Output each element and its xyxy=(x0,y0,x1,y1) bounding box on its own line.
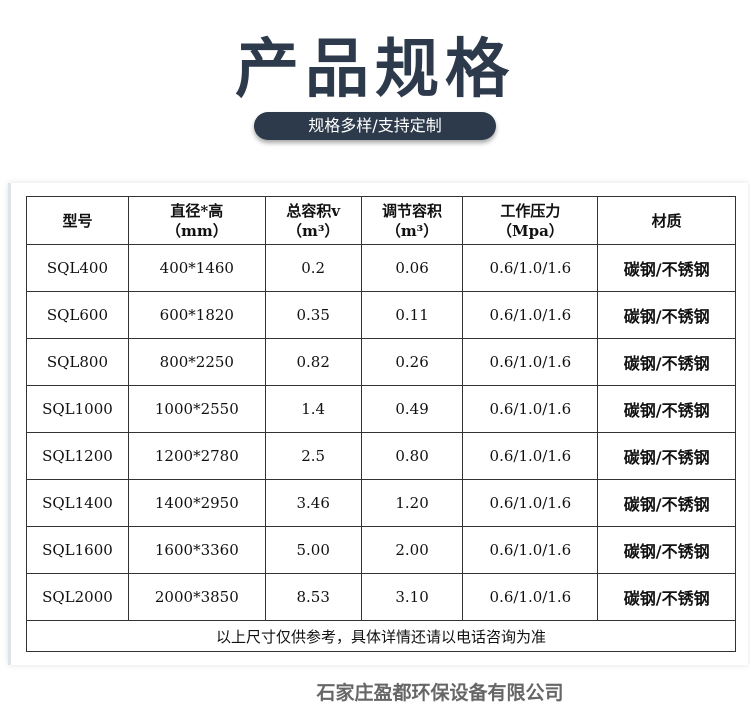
table-cell: 碳钢/不锈钢 xyxy=(597,526,736,574)
column-header: 调节容积 （m³） xyxy=(360,196,464,245)
table-cell: 0.6/1.0/1.6 xyxy=(462,432,599,480)
table-cell: 碳钢/不锈钢 xyxy=(597,385,736,433)
table-cell: SQL1200 xyxy=(26,432,129,480)
table-cell: 0.6/1.0/1.6 xyxy=(462,338,599,386)
table-cell: 0.80 xyxy=(360,432,464,480)
table-cell: 1200*2780 xyxy=(127,432,266,480)
table-row: SQL400 400*1460 0.2 0.06 0.6/1.0/1.6 碳钢/不锈钢 xyxy=(26,244,736,292)
table-row: SQL2000 2000*3850 8.53 3.10 0.6/1.0/1.6 碳钢/不锈… xyxy=(26,573,736,621)
table-cell: SQL800 xyxy=(26,338,129,386)
table-cell: 800*2250 xyxy=(127,338,266,386)
table-cell: SQL400 xyxy=(26,244,129,292)
column-header-label: 直径*高 xyxy=(170,201,224,220)
table-cell: 碳钢/不锈钢 xyxy=(597,338,736,386)
table-cell: 0.82 xyxy=(264,338,362,386)
table-cell: 600*1820 xyxy=(127,291,266,339)
column-header: 工作压力 （Mpa） xyxy=(462,196,599,245)
table-cell: 0.6/1.0/1.6 xyxy=(462,479,599,527)
table-row: SQL1000 1000*2550 1.4 0.49 0.6/1.0/1.6 碳钢/不锈钢 xyxy=(26,385,736,433)
table-row: SQL1400 1400*2950 3.46 1.20 0.6/1.0/1.6 碳钢/不锈… xyxy=(26,479,736,527)
column-header-label: 总容积v xyxy=(286,201,341,220)
table-cell: 0.49 xyxy=(360,385,464,433)
table-cell: 碳钢/不锈钢 xyxy=(597,432,736,480)
table-cell: 400*1460 xyxy=(127,244,266,292)
column-header-label: 材质 xyxy=(651,211,682,230)
table-cell: 3.10 xyxy=(360,573,464,621)
table-cell: 2.5 xyxy=(264,432,362,480)
table-cell: SQL2000 xyxy=(26,573,129,621)
table-cell: 1400*2950 xyxy=(127,479,266,527)
table-cell: 碳钢/不锈钢 xyxy=(597,573,736,621)
table-cell: 碳钢/不锈钢 xyxy=(597,244,736,292)
table-cell: 0.6/1.0/1.6 xyxy=(462,244,599,292)
table-cell: 1600*3360 xyxy=(127,526,266,574)
column-header-label: 工作压力 xyxy=(500,201,561,220)
column-header: 型号 xyxy=(26,196,129,245)
table-cell: SQL1000 xyxy=(26,385,129,433)
table-cell: 0.11 xyxy=(360,291,464,339)
table-cell: 3.46 xyxy=(264,479,362,527)
table-header-row: 型号 直径*高 （mm） 总容积v （m³） 调节容积 （m³） 工作压力 （Mpa） 材质 xyxy=(26,196,736,245)
table-cell: 碳钢/不锈钢 xyxy=(597,479,736,527)
column-header: 总容积v （m³） xyxy=(264,196,362,245)
column-header-unit: （m³） xyxy=(286,221,340,240)
table-row: SQL600 600*1820 0.35 0.11 0.6/1.0/1.6 碳钢/不锈钢 xyxy=(26,291,736,339)
note: 以上尺寸仅供参考，具体详情还请以电话咨询为准 xyxy=(26,620,736,652)
table-row: SQL1200 1200*2780 2.5 0.80 0.6/1.0/1.6 碳钢/不锈钢 xyxy=(26,432,736,480)
table-cell: 0.6/1.0/1.6 xyxy=(462,573,599,621)
table-cell: 碳钢/不锈钢 xyxy=(597,291,736,339)
table-cell: 5.00 xyxy=(264,526,362,574)
table-cell: 8.53 xyxy=(264,573,362,621)
company-name: 石家庄盈都环保设备有限公司 xyxy=(316,682,564,704)
spec-table: 型号 直径*高 （mm） 总容积v （m³） 调节容积 （m³） 工作压力 （Mpa） 材质 SQ… xyxy=(26,196,736,652)
column-header-unit: （mm） xyxy=(165,221,228,240)
table-cell: 1000*2550 xyxy=(127,385,266,433)
table-cell: 2000*3850 xyxy=(127,573,266,621)
table-cell: 1.4 xyxy=(264,385,362,433)
table-cell: 2.00 xyxy=(360,526,464,574)
note-row: 以上尺寸仅供参考，具体详情还请以电话咨询为准 xyxy=(26,620,736,652)
table-cell: 0.35 xyxy=(264,291,362,339)
table-cell: 0.6/1.0/1.6 xyxy=(462,385,599,433)
table-row: SQL1600 1600*3360 5.00 2.00 0.6/1.0/1.6 碳钢/不锈… xyxy=(26,526,736,574)
table-cell: 0.26 xyxy=(360,338,464,386)
column-header: 直径*高 （mm） xyxy=(127,196,266,245)
table-cell: 0.2 xyxy=(264,244,362,292)
table-cell: 0.6/1.0/1.6 xyxy=(462,526,599,574)
table-cell: SQL600 xyxy=(26,291,129,339)
table-cell: SQL1600 xyxy=(26,526,129,574)
page-title: 产品规格 xyxy=(235,33,515,107)
table-cell: 0.6/1.0/1.6 xyxy=(462,291,599,339)
column-header-unit: （Mpa） xyxy=(496,221,564,240)
table-cell: 0.06 xyxy=(360,244,464,292)
column-header: 材质 xyxy=(597,196,736,245)
column-header-label: 型号 xyxy=(62,211,93,230)
table-cell: SQL1400 xyxy=(26,479,129,527)
column-header-unit: （m³） xyxy=(385,221,439,240)
table-cell: 1.20 xyxy=(360,479,464,527)
column-header-label: 调节容积 xyxy=(382,201,443,220)
subtitle-badge: 规格多样/支持定制 xyxy=(254,112,496,140)
table-row: SQL800 800*2250 0.82 0.26 0.6/1.0/1.6 碳钢/不锈钢 xyxy=(26,338,736,386)
